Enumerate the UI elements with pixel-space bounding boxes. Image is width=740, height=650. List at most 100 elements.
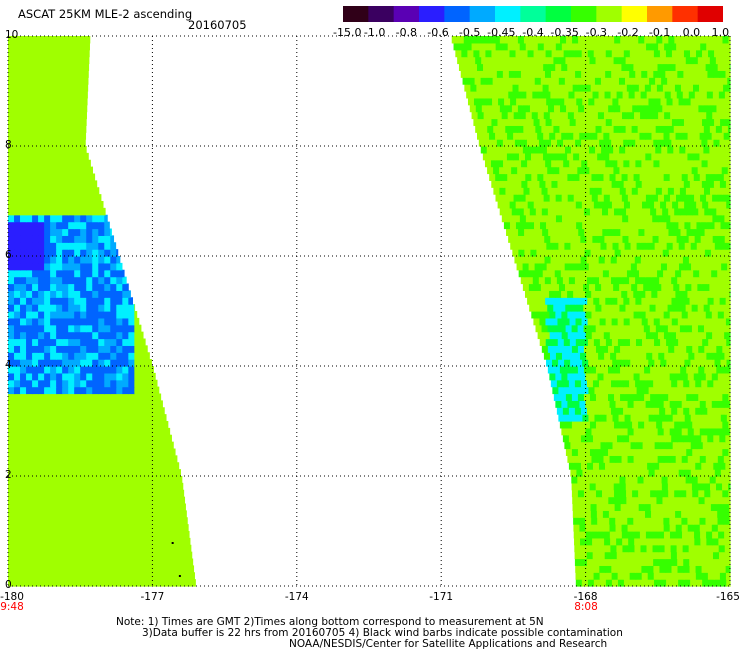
heatmap-cell bbox=[648, 469, 656, 477]
heatmap-cell bbox=[158, 551, 166, 560]
colorbar-swatch bbox=[545, 6, 572, 22]
heatmap-cell bbox=[110, 455, 117, 463]
heatmap-cell bbox=[602, 448, 609, 456]
heatmap-cell bbox=[104, 434, 111, 443]
heatmap-cell bbox=[671, 70, 678, 78]
heatmap-cell bbox=[609, 111, 617, 120]
heatmap-cell bbox=[20, 338, 27, 346]
heatmap-cell bbox=[98, 338, 105, 346]
heatmap-cell bbox=[581, 297, 588, 305]
heatmap-cell bbox=[26, 393, 33, 401]
heatmap-cell bbox=[20, 393, 27, 401]
heatmap-cell bbox=[641, 317, 649, 326]
heatmap-cell bbox=[648, 338, 655, 346]
heatmap-cell bbox=[116, 372, 123, 381]
heatmap-cell bbox=[599, 159, 606, 168]
heatmap-cell bbox=[567, 63, 574, 71]
heatmap-cell bbox=[615, 427, 623, 436]
heatmap-cell bbox=[140, 496, 147, 505]
heatmap-cell bbox=[695, 572, 703, 580]
heatmap-cell bbox=[588, 262, 596, 271]
heatmap-cell bbox=[656, 496, 664, 505]
heatmap-cell bbox=[532, 91, 539, 99]
heatmap-cell bbox=[652, 537, 659, 546]
heatmap-cell bbox=[609, 455, 617, 463]
heatmap-cell bbox=[642, 262, 650, 271]
heatmap-cell bbox=[638, 393, 645, 401]
heatmap-cell bbox=[92, 173, 96, 181]
heatmap-cell bbox=[604, 214, 611, 223]
heatmap-cell bbox=[575, 579, 583, 587]
heatmap-cell bbox=[726, 221, 731, 230]
heatmap-cell bbox=[8, 448, 15, 456]
heatmap-cell bbox=[152, 421, 160, 429]
heatmap-cell bbox=[26, 345, 33, 353]
heatmap-cell bbox=[674, 249, 682, 257]
heatmap-cell bbox=[32, 393, 39, 401]
heatmap-cell bbox=[675, 63, 683, 71]
heatmap-cell bbox=[710, 448, 717, 456]
heatmap-cell bbox=[68, 579, 75, 587]
heatmap-cell bbox=[649, 125, 657, 133]
heatmap-cell bbox=[665, 139, 672, 147]
heatmap-cell bbox=[14, 476, 21, 484]
heatmap-cell bbox=[652, 544, 660, 553]
heatmap-cell bbox=[615, 42, 623, 51]
heatmap-cell bbox=[164, 544, 172, 553]
heatmap-cell bbox=[170, 544, 178, 553]
heatmap-cell bbox=[580, 235, 587, 243]
heatmap-cell bbox=[44, 386, 51, 395]
heatmap-cell bbox=[626, 249, 634, 257]
heatmap-cell bbox=[705, 455, 713, 463]
heatmap-cell bbox=[604, 256, 612, 264]
heatmap-cell bbox=[56, 565, 63, 573]
heatmap-cell bbox=[38, 111, 45, 120]
heatmap-cell bbox=[670, 42, 677, 51]
heatmap-cell bbox=[543, 194, 551, 202]
heatmap-cell bbox=[660, 441, 668, 450]
heatmap-cell bbox=[652, 42, 659, 51]
heatmap-cell bbox=[666, 262, 674, 271]
heatmap-cell bbox=[80, 496, 87, 505]
heatmap-cell bbox=[664, 111, 671, 120]
heatmap-cell bbox=[539, 297, 546, 305]
heatmap-cell bbox=[14, 565, 21, 573]
heatmap-cell bbox=[597, 331, 605, 340]
swath-time-right: 8:08 bbox=[574, 601, 598, 613]
heatmap-cell bbox=[595, 207, 603, 216]
heatmap-cell bbox=[661, 125, 669, 133]
heatmap-cell bbox=[86, 207, 93, 216]
heatmap-cell bbox=[20, 510, 27, 518]
heatmap-cell bbox=[573, 132, 580, 140]
heatmap-cell bbox=[687, 510, 694, 518]
heatmap-cell bbox=[603, 42, 611, 51]
heatmap-cell bbox=[657, 194, 665, 202]
heatmap-cell bbox=[629, 118, 637, 126]
heatmap-cell bbox=[660, 338, 667, 346]
heatmap-cell bbox=[26, 262, 33, 271]
heatmap-cell bbox=[596, 228, 603, 236]
heatmap-cell bbox=[56, 214, 63, 223]
heatmap-cell bbox=[701, 317, 709, 326]
heatmap-cell bbox=[592, 407, 600, 415]
heatmap-cell bbox=[8, 359, 15, 367]
heatmap-cell bbox=[146, 366, 153, 374]
heatmap-cell bbox=[614, 207, 621, 216]
heatmap-cell bbox=[110, 537, 117, 546]
heatmap-cell bbox=[20, 276, 27, 285]
heatmap-cell bbox=[707, 70, 715, 78]
heatmap-cell bbox=[8, 482, 15, 491]
heatmap-cell bbox=[62, 551, 69, 560]
heatmap-cell bbox=[501, 194, 509, 202]
heatmap-cell bbox=[74, 97, 81, 106]
heatmap-cell bbox=[80, 49, 87, 58]
heatmap-cell bbox=[622, 537, 629, 546]
heatmap-cell bbox=[527, 159, 534, 168]
heatmap-cell bbox=[478, 70, 486, 78]
heatmap-cell bbox=[62, 366, 69, 374]
heatmap-cell bbox=[122, 579, 129, 587]
heatmap-cell bbox=[600, 359, 607, 367]
heatmap-cell bbox=[531, 63, 538, 71]
heatmap-cell bbox=[701, 572, 709, 580]
heatmap-cell bbox=[26, 132, 33, 140]
